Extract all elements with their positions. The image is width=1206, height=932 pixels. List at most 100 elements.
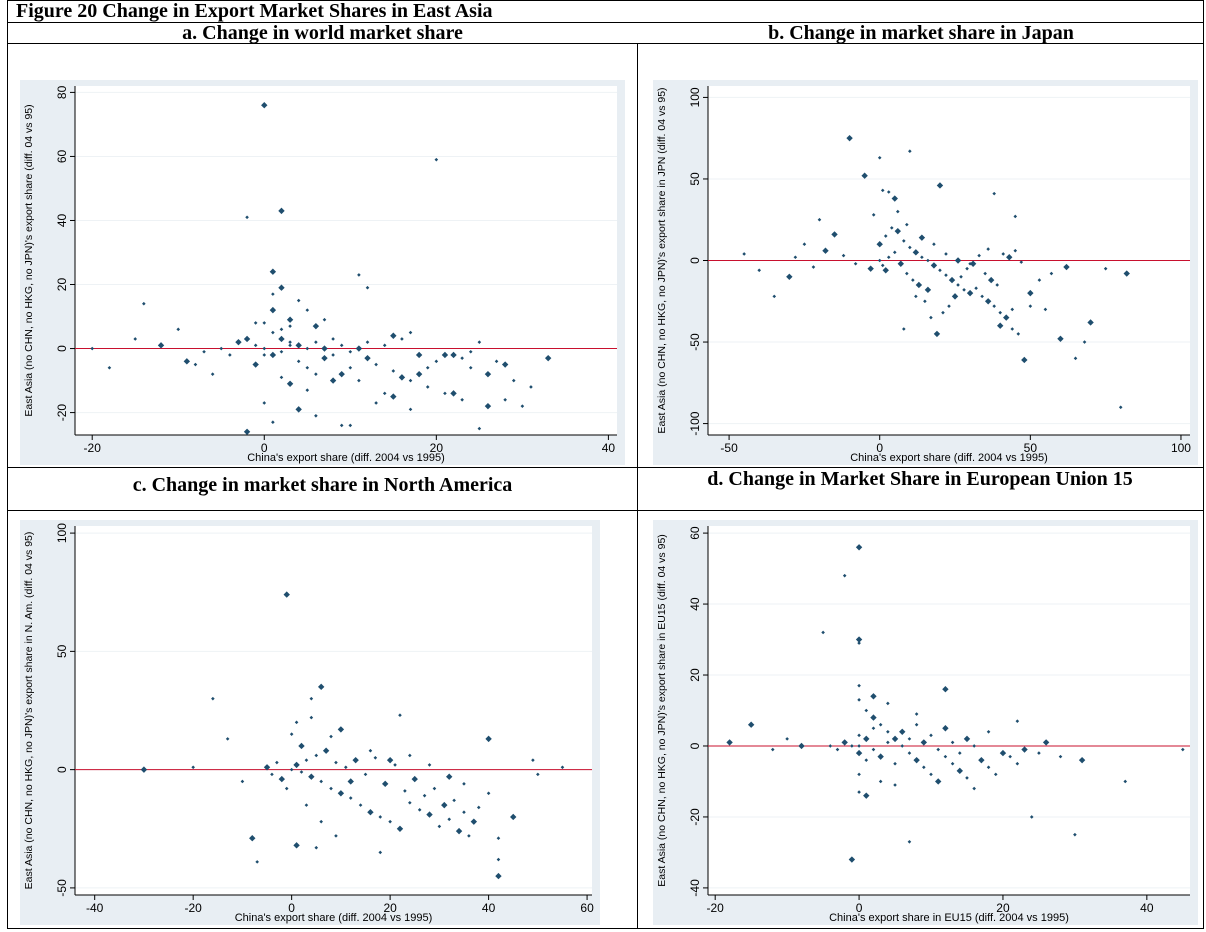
x-tick-label: -20: [84, 441, 102, 455]
data-point: [889, 226, 894, 230]
data-point: [943, 754, 948, 759]
y-tick-label: 20: [55, 278, 69, 292]
data-point: [321, 345, 328, 352]
x-tick-label: 40: [1140, 901, 1154, 915]
data-point: [930, 262, 938, 269]
data-point: [462, 810, 466, 815]
data-point: [176, 327, 181, 332]
data-point: [1118, 405, 1123, 410]
data-point: [1103, 266, 1108, 271]
data-point: [403, 789, 407, 793]
data-point: [747, 721, 755, 728]
data-point: [191, 765, 195, 770]
data-point: [1015, 719, 1020, 723]
data-point: [966, 289, 974, 297]
data-point: [936, 182, 944, 189]
data-point: [468, 365, 473, 370]
data-point: [288, 324, 292, 328]
data-point: [880, 188, 885, 193]
data-point: [243, 335, 251, 343]
data-point: [271, 330, 275, 335]
data-point: [915, 281, 923, 289]
data-point: [235, 338, 242, 346]
x-axis-label: China's export share (diff. 2004 vs 1995…: [235, 912, 433, 924]
chart-d-svg: -20 0 20 40 -40 -20 0 20 40 60 China's export shar…: [653, 520, 1198, 925]
data-point: [886, 701, 890, 706]
data-point: [914, 294, 918, 299]
data-point: [1037, 278, 1042, 282]
data-point: [907, 751, 912, 755]
x-tick-label: 50: [1024, 441, 1038, 455]
data-point: [388, 819, 392, 824]
data-point: [348, 423, 353, 428]
chart-b-svg: -50 0 50 100 -100 -50 0 50 100 China's export sha…: [653, 80, 1198, 465]
data-point: [965, 776, 969, 780]
data-point: [857, 683, 861, 688]
data-point: [415, 370, 423, 378]
data-point: [329, 377, 337, 384]
y-tick-label: 60: [55, 149, 69, 163]
x-tick-label: 40: [482, 901, 496, 915]
data-point: [422, 793, 427, 798]
data-point: [289, 767, 294, 772]
data-point: [441, 351, 449, 359]
chart-d: -20 0 20 40 -40 -20 0 20 40 60 China's export shar…: [653, 520, 1198, 925]
data-point: [271, 292, 275, 296]
data-point: [357, 273, 361, 277]
x-tick-label: 100: [1171, 441, 1191, 455]
data-point: [1010, 327, 1015, 331]
data-point: [495, 872, 502, 880]
data-point: [305, 308, 310, 312]
data-point: [337, 790, 345, 797]
data-point: [501, 361, 509, 368]
data-point: [486, 791, 491, 796]
data-point: [270, 772, 274, 777]
data-point: [494, 359, 499, 364]
data-point: [211, 696, 215, 701]
data-point: [785, 737, 789, 741]
data-point: [477, 426, 482, 431]
data-point: [900, 744, 905, 748]
y-tick-label: 80: [55, 85, 69, 99]
data-point: [374, 362, 378, 367]
plot-area: [75, 86, 617, 435]
data-point: [344, 765, 348, 770]
x-axis-label: China's export share (diff. 2004 vs 1995…: [850, 452, 1048, 464]
data-point: [1181, 747, 1185, 752]
data-point: [914, 722, 919, 727]
data-point: [857, 790, 861, 794]
y-tick-label: 40: [55, 213, 69, 227]
data-point: [969, 260, 977, 267]
y-tick-label: 20: [688, 668, 702, 682]
data-point: [857, 641, 861, 645]
data-point: [337, 726, 345, 733]
data-point: [295, 406, 302, 413]
data-point: [770, 747, 775, 752]
data-point: [408, 407, 413, 412]
data-point: [193, 362, 198, 367]
data-point: [520, 404, 525, 408]
data-point: [278, 284, 285, 291]
data-point: [877, 753, 884, 760]
data-point: [484, 402, 492, 410]
y-tick-label: -50: [55, 879, 69, 897]
data-point: [255, 860, 259, 864]
data-point: [286, 380, 294, 387]
data-point: [262, 353, 267, 357]
data-point: [877, 155, 882, 160]
x-tick-label: -50: [720, 441, 738, 455]
y-tick-label: -40: [688, 879, 702, 897]
data-point: [338, 370, 345, 378]
data-point: [183, 358, 191, 365]
data-point: [450, 390, 457, 397]
data-point: [386, 756, 394, 764]
data-point: [314, 372, 318, 376]
data-point: [305, 388, 310, 392]
plot-area: [75, 526, 592, 895]
data-point: [355, 345, 363, 352]
data-point: [907, 839, 912, 844]
data-point: [855, 544, 863, 551]
data-point: [314, 413, 318, 418]
data-point: [319, 779, 323, 784]
data-point: [855, 636, 863, 643]
